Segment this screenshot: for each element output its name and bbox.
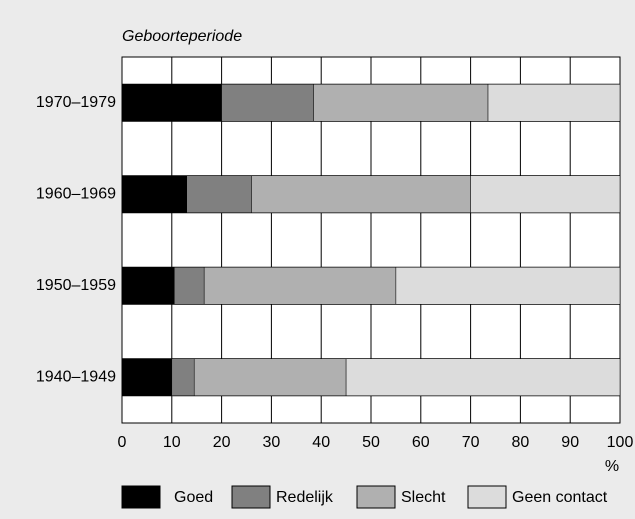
bar-segment	[121, 175, 187, 213]
x-tick-label: 30	[263, 434, 281, 451]
bar-segment	[121, 358, 173, 396]
x-tick-label: 80	[512, 434, 530, 451]
bar-segment	[345, 358, 621, 396]
bar-segment	[193, 358, 347, 396]
legend-label: Redelijk	[276, 489, 334, 506]
bar-segment	[203, 267, 397, 305]
bar-segment	[186, 175, 252, 213]
x-tick-label: 90	[561, 434, 579, 451]
bar-segment	[487, 84, 621, 122]
legend-swatch	[121, 485, 161, 509]
y-tick-label: 1970–1979	[36, 94, 116, 111]
x-tick-label: 70	[462, 434, 480, 451]
legend-swatch	[467, 485, 507, 509]
x-tick-label: 20	[213, 434, 231, 451]
legend-label: Slecht	[401, 489, 446, 506]
x-tick-label: 40	[312, 434, 330, 451]
bar-segment	[470, 175, 621, 213]
bar-segment	[174, 267, 205, 305]
y-tick-label: 1950–1959	[36, 277, 116, 294]
x-tick-label: 0	[118, 434, 127, 451]
legend-label: Goed	[174, 489, 213, 506]
x-tick-label: 50	[362, 434, 380, 451]
legend-swatch	[231, 485, 271, 509]
bar-segment	[221, 84, 314, 122]
x-tick-label: 10	[163, 434, 181, 451]
chart-title: Geboorteperiode	[122, 28, 242, 45]
y-tick-label: 1940–1949	[36, 368, 116, 385]
legend-swatch	[356, 485, 396, 509]
bar-segment	[121, 84, 222, 122]
bar-segment	[171, 358, 195, 396]
x-tick-label: 60	[412, 434, 430, 451]
bar-segment	[251, 175, 471, 213]
x-tick-label: 100	[607, 434, 634, 451]
y-tick-label: 1960–1969	[36, 185, 116, 202]
x-axis-label: %	[605, 458, 619, 475]
legend-label: Geen contact	[512, 489, 608, 506]
bar-segment	[395, 267, 621, 305]
bar-segment	[121, 267, 175, 305]
bar-segment	[313, 84, 489, 122]
